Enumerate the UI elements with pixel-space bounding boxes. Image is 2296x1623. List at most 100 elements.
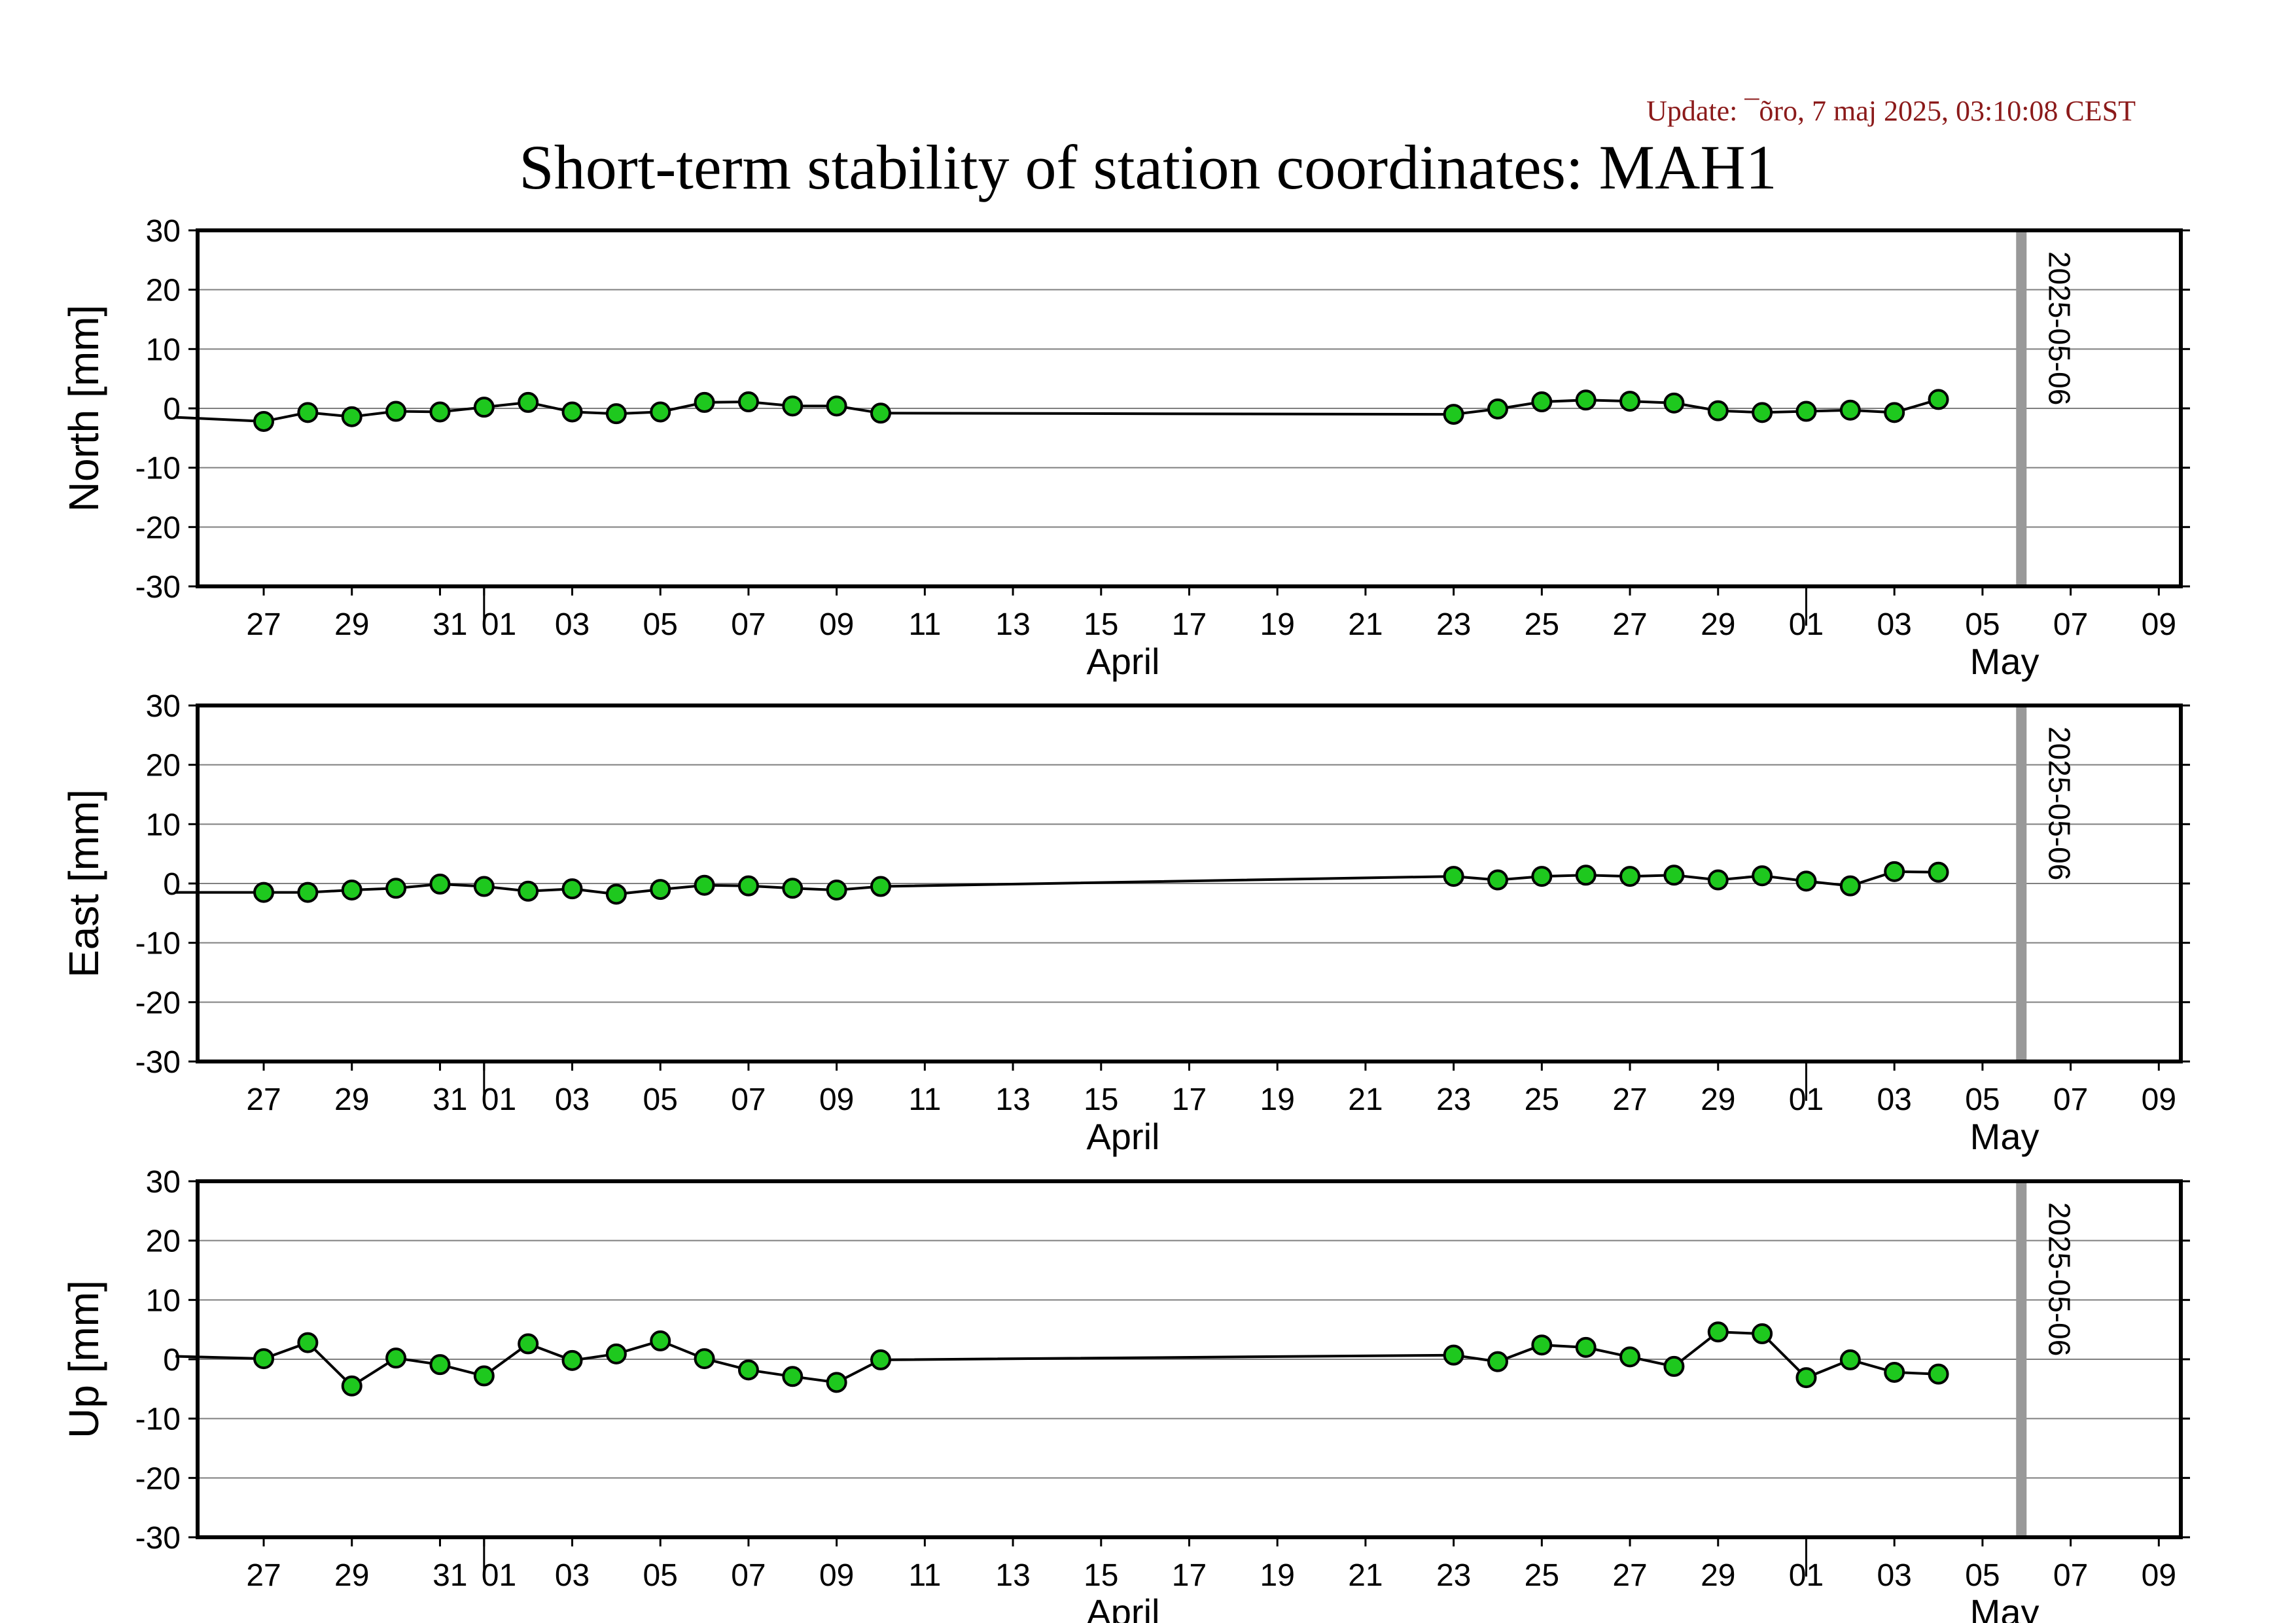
series-line-east [175, 870, 1939, 896]
data-point [1531, 1334, 1553, 1356]
data-point [473, 876, 495, 897]
y-tick-label: 20 [146, 1224, 181, 1259]
x-tick-label: 11 [908, 607, 941, 642]
data-point [870, 1349, 892, 1370]
x-tick-label: 23 [1436, 1082, 1471, 1117]
x-tick-label: 17 [1172, 1082, 1207, 1117]
data-point [1531, 866, 1553, 887]
y-tick-label: -20 [135, 1461, 181, 1496]
panel-up: 30 20 10 0 -10 -20 -30 27 29 31 01 03 05 07 09 11 13 15 17… [60, 1165, 2190, 1623]
data-point [1839, 399, 1861, 421]
data-point [341, 879, 362, 901]
x-tick-label: 05 [1965, 1558, 2000, 1593]
x-tick-label: 27 [1612, 1082, 1647, 1117]
x-tick-label: 19 [1260, 1558, 1295, 1593]
x-tick-label: 03 [1877, 1082, 1911, 1117]
data-point [737, 1359, 759, 1381]
data-point [782, 395, 804, 417]
data-point [341, 406, 362, 427]
x-tick-label: 09 [2142, 1558, 2176, 1593]
data-point [1531, 391, 1553, 413]
update-timestamp: Update: ¯õro, 7 maj 2025, 03:10:08 CEST [1646, 95, 2136, 127]
x-tick-label: 17 [1172, 1558, 1207, 1593]
data-point [385, 1347, 407, 1369]
data-point [605, 883, 627, 905]
y-tick-label: 30 [146, 214, 181, 249]
x-tick-label: 19 [1260, 1082, 1295, 1117]
x-tick-label: 25 [1525, 607, 1559, 642]
x-tick-label: 09 [819, 1558, 854, 1593]
x-tick-label: 31 [433, 1558, 467, 1593]
data-point [1707, 869, 1729, 891]
data-point [1795, 1367, 1817, 1389]
x-tick-label: 13 [995, 1558, 1030, 1593]
data-point [694, 391, 715, 413]
data-point [1443, 1344, 1464, 1366]
panel-east: 30 20 10 0 -10 -20 -30 27 29 31 01 03 05 07 09 11 13 15 17… [60, 689, 2190, 1157]
x-tick-label: 29 [334, 607, 369, 642]
data-point [253, 1348, 275, 1370]
data-point [429, 1354, 451, 1376]
x-tick-label: 23 [1436, 1558, 1471, 1593]
data-point [518, 1333, 539, 1355]
y-tick-label: -30 [135, 1521, 181, 1556]
x-tick-label: 03 [1877, 1558, 1911, 1593]
data-point [1884, 1361, 1905, 1383]
data-point [385, 878, 407, 899]
x-tick-label: 07 [2053, 1558, 2088, 1593]
y-tick-label: -10 [135, 452, 181, 486]
data-point [1752, 402, 1773, 423]
data-point [1663, 392, 1685, 414]
data-point [1663, 865, 1685, 886]
x-tick-label: 29 [1701, 1558, 1735, 1593]
y-axis-label: East [mm] [60, 789, 107, 978]
plot-frame [196, 704, 2183, 1063]
data-point [650, 401, 671, 423]
data-point [561, 401, 583, 423]
x-tick-label: 01 [482, 1558, 516, 1593]
x-tick-label: 15 [1084, 607, 1118, 642]
data-point [1752, 1323, 1773, 1345]
y-tick-label: 20 [146, 749, 181, 783]
x-tick-label: 09 [819, 607, 854, 642]
x-tick-label: 27 [246, 1082, 281, 1117]
data-point [1928, 861, 1949, 883]
data-point [341, 1375, 362, 1397]
data-point [1707, 1321, 1729, 1343]
y-tick-label: -10 [135, 1402, 181, 1437]
data-point [826, 395, 847, 417]
x-tick-label: 15 [1084, 1558, 1118, 1593]
x-tick-label: 07 [2053, 607, 2088, 642]
x-tick-label: 29 [334, 1558, 369, 1593]
data-point [561, 878, 583, 900]
data-point [518, 391, 539, 413]
data-point [1443, 866, 1464, 887]
data-point [1928, 1363, 1949, 1385]
x-tick-label: 25 [1525, 1558, 1559, 1593]
y-tick-label: 30 [146, 689, 181, 724]
data-point [826, 879, 847, 901]
series-line-up [175, 1330, 1939, 1388]
x-tick-label: 07 [731, 1558, 766, 1593]
data-point [1663, 1355, 1685, 1377]
data-point [1795, 401, 1817, 422]
data-point [253, 410, 275, 432]
y-tick-label: 0 [163, 1343, 181, 1378]
month-label: May [1970, 1116, 2040, 1157]
x-tick-label: 07 [731, 1082, 766, 1117]
x-tick-label: 27 [246, 607, 281, 642]
data-point [650, 879, 671, 901]
x-tick-label: 09 [819, 1082, 854, 1117]
x-tick-label: 19 [1260, 607, 1295, 642]
y-tick-label: 30 [146, 1165, 181, 1200]
x-tick-label: 31 [433, 1082, 467, 1117]
data-point [870, 876, 892, 897]
data-point [737, 875, 759, 897]
data-point [1487, 398, 1508, 419]
x-tick-label: 15 [1084, 1082, 1118, 1117]
x-tick-label: 05 [643, 607, 678, 642]
x-tick-label: 07 [731, 607, 766, 642]
plot-frame [196, 1179, 2183, 1539]
x-tick-label: 03 [555, 607, 590, 642]
